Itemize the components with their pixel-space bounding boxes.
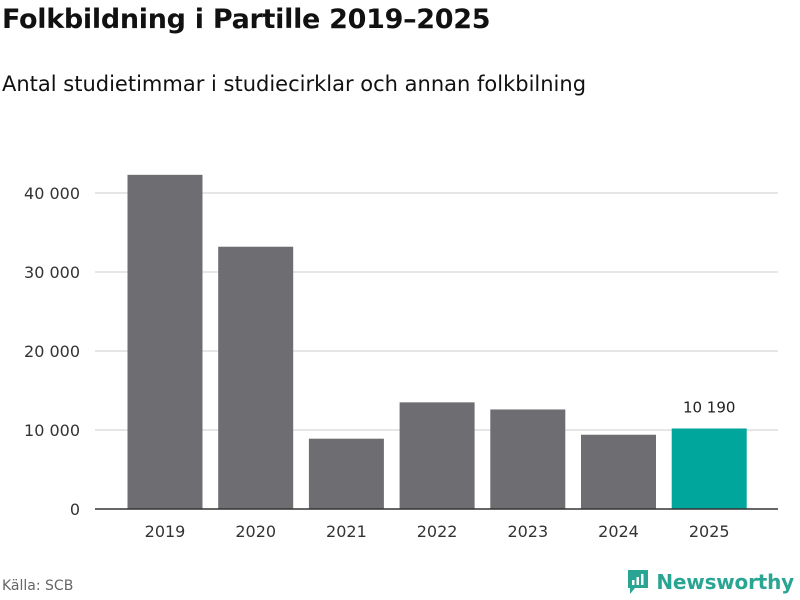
bar-2025 [671, 428, 747, 509]
y-tick-label: 30 000 [24, 263, 80, 282]
x-tick-label: 2020 [235, 522, 276, 541]
x-tick-label: 2021 [326, 522, 367, 541]
bar-2019 [127, 174, 203, 509]
newsworthy-logo-icon [628, 570, 649, 594]
data-label: 10 190 [683, 398, 736, 416]
y-tick-label: 40 000 [24, 184, 80, 203]
brand-logo: Newsworthy [626, 568, 794, 596]
bar-2020 [218, 246, 294, 509]
chart-subtitle: Antal studietimmar i studiecirklar och a… [2, 72, 587, 96]
x-tick-label: 2023 [507, 522, 548, 541]
y-tick-label: 0 [70, 500, 80, 519]
y-tick-label: 20 000 [24, 342, 80, 361]
x-tick-label: 2019 [145, 522, 186, 541]
source-note: Källa: SCB [2, 578, 74, 594]
x-tick-label: 2025 [689, 522, 730, 541]
y-tick-label: 10 000 [24, 421, 80, 440]
chart-title: Folkbildning i Partille 2019–2025 [2, 4, 491, 35]
bar-2023 [490, 409, 566, 509]
x-tick-label: 2022 [417, 522, 458, 541]
bar-2024 [581, 434, 656, 509]
bar-2022 [399, 402, 475, 509]
x-tick-label: 2024 [598, 522, 639, 541]
brand-name: Newsworthy [656, 570, 794, 594]
bar-2021 [308, 438, 384, 509]
